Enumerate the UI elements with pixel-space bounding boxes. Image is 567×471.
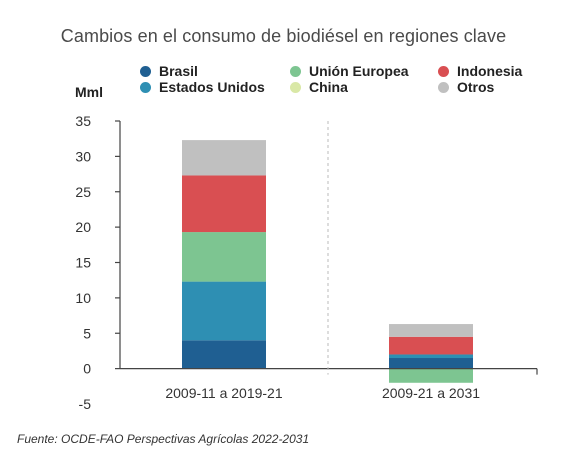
legend-marker-brasil (140, 66, 151, 77)
legend-marker-indonesia (438, 66, 449, 77)
source-note: Fuente: OCDE-FAO Perspectivas Agrícolas … (17, 432, 310, 446)
legend-item-otros: Otros (438, 79, 494, 95)
legend-label-otros: Otros (457, 79, 495, 95)
bars-group (182, 140, 473, 383)
legend-label-brasil: Brasil (159, 63, 198, 79)
y-tick-label: -5 (79, 396, 92, 412)
y-tick-label: 20 (75, 219, 91, 235)
legend-marker-union-europea (290, 66, 301, 77)
legend-label-indonesia: Indonesia (457, 63, 523, 79)
bar-otros-1 (182, 140, 266, 176)
y-tick-label: 0 (83, 361, 91, 377)
legend-label-china: China (309, 79, 348, 95)
bar-union-europea-1 (182, 232, 266, 282)
y-ticks-group: 35 30 25 20 15 10 5 0 -5 (75, 113, 120, 412)
bar-estados-unidos-1 (182, 281, 266, 341)
bar-brasil-1 (182, 340, 266, 369)
bar-indonesia-1 (182, 175, 266, 233)
bar-indonesia-2 (389, 336, 473, 355)
y-tick-label: 35 (75, 113, 91, 129)
x-tick-label: 2009-11 a 2019-21 (165, 385, 282, 401)
legend-item-union-europea: Unión Europea (290, 63, 409, 79)
y-tick-label: 30 (75, 148, 91, 164)
y-tick-label: 10 (75, 290, 91, 306)
bar-estados-unidos-2 (389, 354, 473, 359)
legend-marker-estados-unidos (140, 82, 151, 93)
legend-label-estados-unidos: Estados Unidos (159, 79, 265, 95)
legend-item-brasil: Brasil (140, 63, 198, 79)
y-tick-label: 25 (75, 184, 91, 200)
x-tick-label: 2009-21 a 2031 (382, 385, 480, 401)
legend-label-union-europea: Unión Europea (309, 63, 409, 79)
x-ticks-group: 2009-11 a 2019-21 2009-21 a 2031 (165, 385, 480, 401)
y-tick-label: 5 (83, 325, 91, 341)
axes-group (119, 121, 538, 375)
legend-marker-china (290, 82, 301, 93)
bar-otros-2 (389, 324, 473, 337)
y-tick-label: 15 (75, 255, 91, 271)
legend-item-china: China (290, 79, 348, 95)
bar-union-europea-2 (389, 368, 473, 383)
y-axis-label: Mml (75, 84, 103, 100)
legend-item-indonesia: Indonesia (438, 63, 522, 79)
legend-item-estados-unidos: Estados Unidos (140, 79, 265, 95)
bar-brasil-2 (389, 358, 473, 369)
legend-marker-otros (438, 82, 449, 93)
chart-title: Cambios en el consumo de biodiésel en re… (60, 26, 507, 46)
